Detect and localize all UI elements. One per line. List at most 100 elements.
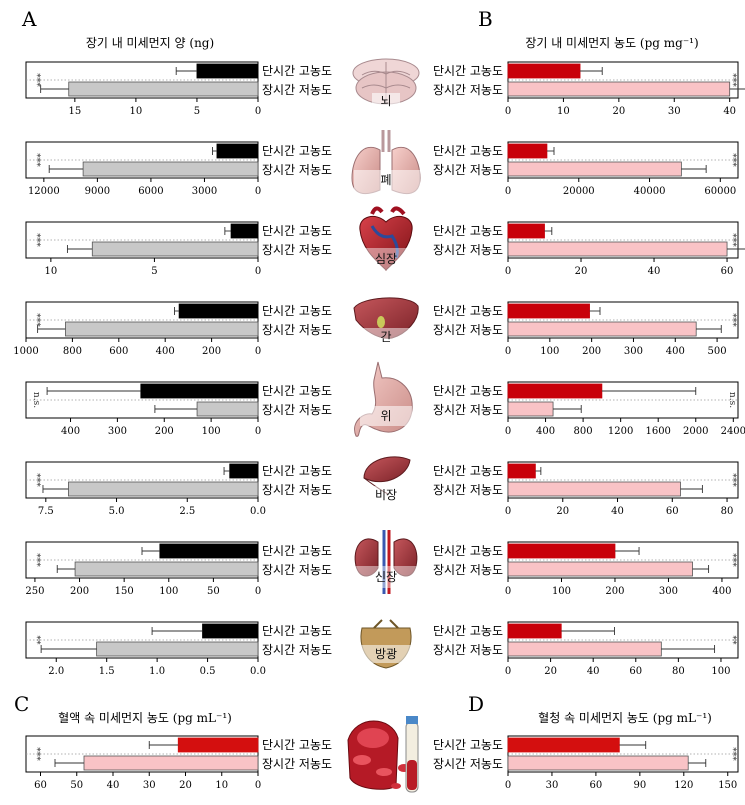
b-heart-label-long: 장시간 저농도 <box>433 243 503 257</box>
b-spleen-tick-label: 0 <box>505 506 511 517</box>
a-bladder-tick-label: 1.0 <box>149 666 165 677</box>
b-lung-label-long: 장시간 저농도 <box>433 163 503 177</box>
b-brain-bar-long <box>507 81 731 97</box>
a-heart-tick-label: 5 <box>151 266 157 277</box>
a-lung-label-short: 단시간 고농도 <box>262 144 332 158</box>
a-liver-tick-label: 200 <box>202 346 221 357</box>
b-brain-tick-label: 10 <box>557 106 570 117</box>
a-kidney-tick-label: 100 <box>159 586 178 597</box>
a-stomach-tick-label: 100 <box>202 426 221 437</box>
b-brain-tick-label: 0 <box>505 106 511 117</box>
liver-icon: 간 <box>353 297 419 348</box>
a-stomach-tick-label: 400 <box>61 426 80 437</box>
a-bladder-label-long: 장시간 저농도 <box>262 643 332 657</box>
a-brain-bar-short <box>196 63 259 79</box>
a-liver-tick-label: 1000 <box>13 346 38 357</box>
b-bladder-tick-label: 0 <box>505 666 511 677</box>
svg-text:신장: 신장 <box>375 570 397 584</box>
d-serum-bar-short <box>507 737 620 753</box>
b-brain-tick-label: 20 <box>612 106 625 117</box>
a-heart-tick-label: 0 <box>255 266 261 277</box>
b-heart-bar-long <box>507 241 728 257</box>
b-stomach-tick-label: 1200 <box>608 426 633 437</box>
a-spleen-tick-label: 5.0 <box>109 506 125 517</box>
svg-text:위: 위 <box>380 409 391 423</box>
b-heart-tick-label: 60 <box>721 266 734 277</box>
b-bladder-significance: ** <box>727 636 737 646</box>
b-brain-tick-label: 30 <box>668 106 681 117</box>
b-liver-label-long: 장시간 저농도 <box>433 323 503 337</box>
a-liver-bar-short <box>178 303 259 319</box>
b-kidney-tick-label: 0 <box>505 586 511 597</box>
b-stomach-tick-label: 800 <box>574 426 593 437</box>
b-spleen-tick-label: 60 <box>666 506 679 517</box>
b-bladder-tick-label: 40 <box>587 666 600 677</box>
a-kidney-label-short: 단시간 고농도 <box>262 544 332 558</box>
svg-text:비장: 비장 <box>375 488 397 502</box>
a-liver-tick-label: 400 <box>156 346 175 357</box>
a-stomach-significance: n.s. <box>31 392 41 408</box>
c-blood-tick-label: 20 <box>179 780 192 791</box>
a-bladder-bar-long <box>96 641 259 657</box>
c-blood-tick-label: 40 <box>107 780 120 791</box>
a-heart-bar-short <box>230 223 259 239</box>
b-kidney-significance: *** <box>727 553 737 567</box>
a-heart-label-long: 장시간 저농도 <box>262 243 332 257</box>
b-spleen-tick-label: 20 <box>556 506 569 517</box>
b-liver-tick-label: 400 <box>666 346 685 357</box>
stomach-icon: 위 <box>354 361 413 437</box>
b-bladder-bar-long <box>507 641 662 657</box>
b-spleen-label-short: 단시간 고농도 <box>433 464 503 478</box>
b-bladder-tick-label: 100 <box>711 666 730 677</box>
a-lung-label-long: 장시간 저농도 <box>262 163 332 177</box>
b-kidney-bar-long <box>507 561 693 577</box>
a-stomach-bar-short <box>140 383 259 399</box>
svg-text:심장: 심장 <box>375 252 397 266</box>
c-blood-tick-label: 50 <box>70 780 83 791</box>
svg-text:폐: 폐 <box>380 173 391 187</box>
a-spleen-tick-label: 7.5 <box>38 506 54 517</box>
svg-text:방광: 방광 <box>375 647 397 661</box>
a-brain-significance: *** <box>31 73 41 87</box>
a-kidney-significance: *** <box>31 553 41 567</box>
a-lung-tick-label: 0 <box>255 186 261 197</box>
b-lung-tick-label: 60000 <box>704 186 736 197</box>
b-heart-significance: *** <box>727 233 737 247</box>
b-bladder-label-long: 장시간 저농도 <box>433 643 503 657</box>
b-kidney-bar-short <box>507 543 616 559</box>
heart-icon: 심장 <box>358 206 414 271</box>
b-liver-tick-label: 500 <box>708 346 727 357</box>
b-kidney-label-short: 단시간 고농도 <box>433 544 503 558</box>
b-spleen-bar-short <box>507 463 536 479</box>
b-kidney-tick-label: 200 <box>605 586 624 597</box>
b-stomach-bar-long <box>507 401 554 417</box>
a-lung-tick-label: 3000 <box>192 186 217 197</box>
c-blood-tick-label: 60 <box>34 780 47 791</box>
b-liver-tick-label: 0 <box>505 346 511 357</box>
b-stomach-bar-short <box>507 383 603 399</box>
a-liver-bar-long <box>65 321 259 337</box>
a-stomach-tick-label: 200 <box>155 426 174 437</box>
a-bladder-tick-label: 2.0 <box>48 666 64 677</box>
a-kidney-tick-label: 0 <box>255 586 261 597</box>
a-spleen-tick-label: 2.5 <box>179 506 195 517</box>
a-liver-tick-label: 0 <box>255 346 261 357</box>
a-spleen-significance: *** <box>31 473 41 487</box>
b-lung-bar-short <box>507 143 548 159</box>
a-lung-bar-long <box>82 161 259 177</box>
a-bladder-tick-label: 0.5 <box>200 666 216 677</box>
a-bladder-bar-short <box>202 623 259 639</box>
b-stomach-tick-label: 0 <box>505 426 511 437</box>
b-lung-bar-long <box>507 161 682 177</box>
a-liver-significance: *** <box>31 313 41 327</box>
a-brain-tick-label: 10 <box>130 106 143 117</box>
b-stomach-tick-label: 2400 <box>721 426 745 437</box>
